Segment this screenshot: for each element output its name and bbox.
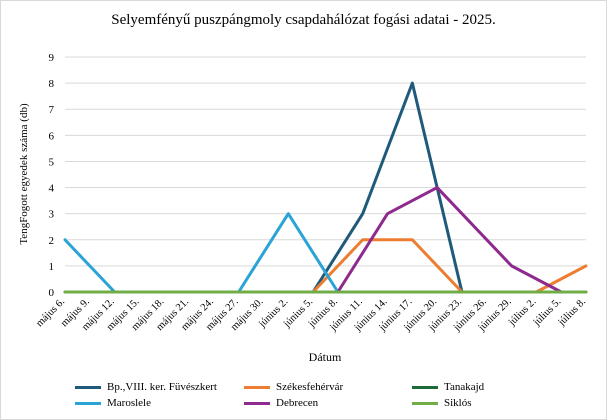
legend-swatch [75, 401, 101, 405]
y-tick-label: 6 [49, 130, 55, 142]
y-tick-label: 3 [49, 209, 55, 221]
legend-entry: Siklós [412, 397, 472, 409]
y-tick-label: 4 [49, 183, 55, 195]
series-line-sz-kesfeh-rv-r [311, 238, 588, 294]
legend-entry: Székesfehérvár [244, 381, 343, 393]
legend-entry: Bp.,VIII. ker. Füvészkert [75, 381, 217, 393]
x-tick-label: július 5. [531, 296, 563, 328]
legend-label: Siklós [444, 397, 472, 409]
x-tick-label: július 2. [506, 296, 538, 328]
legend-swatch [244, 401, 270, 405]
legend-label: Maroslele [107, 397, 151, 409]
y-tick-label: 2 [49, 235, 55, 247]
y-tick-label: 8 [49, 78, 55, 90]
legend-swatch [412, 401, 438, 405]
y-tick-label: 7 [49, 104, 55, 116]
y-tick-label: 1 [49, 261, 55, 273]
legend-label: Bp.,VIII. ker. Füvészkert [107, 381, 217, 393]
chart-title: Selyemfényű puszpángmoly csapdahálózat f… [111, 12, 496, 28]
series-line-debrecen [336, 186, 563, 294]
legend-swatch [75, 385, 101, 389]
y-tick-label: 0 [49, 287, 55, 299]
legend-swatch [244, 385, 270, 389]
x-tick-label: július 8. [556, 296, 588, 328]
series-line-maroslele [63, 212, 340, 294]
x-axis-title: Dátum [308, 350, 342, 364]
legend-swatch [412, 385, 438, 389]
legend-entry: Debrecen [244, 397, 318, 409]
legend-label: Tanakajd [444, 381, 485, 393]
legend-label: Debrecen [276, 397, 319, 409]
legend-label: Székesfehérvár [276, 381, 344, 393]
legend-entry: Maroslele [75, 397, 151, 409]
legend-entry: Tanakajd [412, 381, 484, 393]
y-tick-label: 5 [49, 156, 55, 168]
y-tick-label: 9 [49, 52, 55, 64]
